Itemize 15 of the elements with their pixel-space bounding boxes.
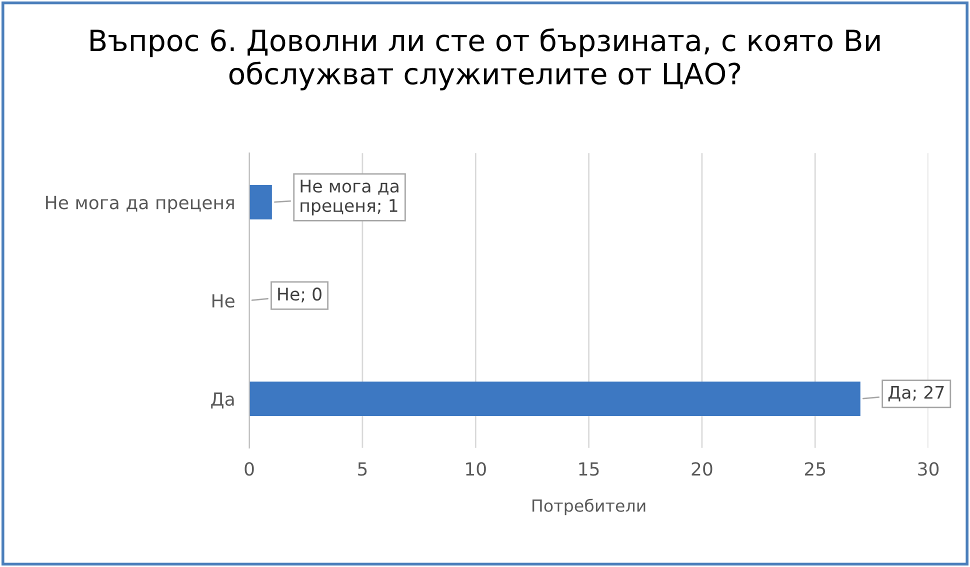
x-tick-label: 5 xyxy=(358,462,367,476)
x-tick-label: 10 xyxy=(466,462,486,476)
y-tick-label: Не xyxy=(212,294,234,308)
x-tick-label: 0 xyxy=(244,462,254,476)
x-tick-label: 15 xyxy=(579,462,599,476)
data-label: Да; 27 xyxy=(888,386,944,402)
x-tick-label: 20 xyxy=(692,462,712,476)
data-label: Не мога да преценя; 1 xyxy=(300,180,398,216)
x-axis-title: Потребители xyxy=(532,498,646,516)
x-tick-label: 25 xyxy=(804,462,826,476)
chart-title: Въпрос 6. Доволни ли сте от бързината, с която Ви обслужват служителите от ЦАО? xyxy=(90,28,880,90)
y-tick-label: Не мога да преценя xyxy=(46,196,234,213)
data-label: Не; 0 xyxy=(278,288,322,302)
x-tick-label: 30 xyxy=(918,462,939,476)
y-tick-label: Да xyxy=(211,392,234,408)
